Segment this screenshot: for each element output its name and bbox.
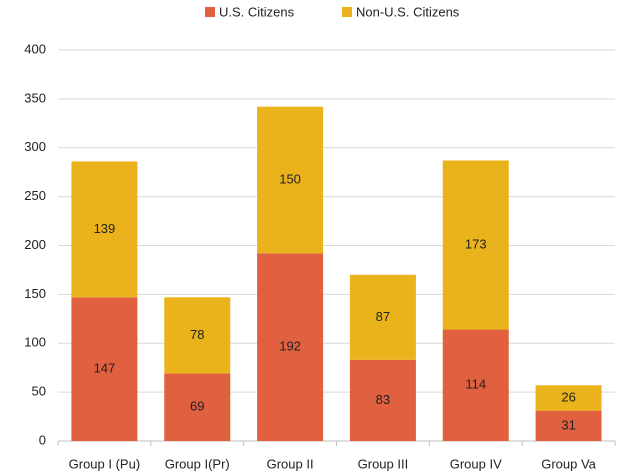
y-tick-label: 300: [24, 139, 46, 154]
data-label: 78: [190, 327, 204, 342]
legend-label: U.S. Citizens: [219, 4, 295, 19]
y-tick-label: 150: [24, 286, 46, 301]
bar-segment: [257, 253, 324, 441]
bar-segment: [164, 373, 231, 441]
x-tick-label: Group II: [267, 456, 314, 471]
bar-segment: [71, 297, 138, 441]
y-tick-label: 400: [24, 41, 46, 56]
data-label: 147: [94, 361, 116, 376]
bar-segment: [442, 329, 509, 441]
data-label: 26: [561, 389, 575, 404]
x-tick-label: Group III: [358, 456, 409, 471]
data-label: 192: [279, 339, 301, 354]
data-label: 139: [94, 221, 116, 236]
data-label: 31: [561, 417, 575, 432]
legend-label: Non-U.S. Citizens: [356, 4, 460, 19]
x-tick-label: Group Va: [541, 456, 596, 471]
legend-swatch: [342, 7, 352, 17]
y-tick-label: 200: [24, 237, 46, 252]
y-tick-label: 50: [32, 384, 46, 399]
data-label: 69: [190, 399, 204, 414]
x-tick-label: Group I(Pr): [165, 456, 230, 471]
y-tick-label: 0: [39, 432, 46, 447]
bar-segment: [164, 297, 231, 374]
bar-segment: [442, 160, 509, 330]
legend-swatch: [205, 7, 215, 17]
bar-segment: [535, 410, 602, 441]
bar-segment: [349, 359, 416, 441]
bar-segment: [535, 385, 602, 411]
data-label: 87: [376, 309, 390, 324]
data-label: 114: [465, 377, 486, 392]
data-label: 150: [279, 171, 301, 186]
bar-segment: [257, 106, 324, 254]
data-label: 173: [465, 236, 487, 251]
bar-segment: [349, 274, 416, 360]
bar-segment: [71, 161, 138, 298]
x-tick-label: Group I (Pu): [69, 456, 141, 471]
data-label: 83: [376, 392, 390, 407]
y-tick-label: 350: [24, 90, 46, 105]
x-tick-label: Group IV: [450, 456, 502, 471]
y-tick-label: 250: [24, 188, 46, 203]
y-tick-label: 100: [24, 335, 46, 350]
